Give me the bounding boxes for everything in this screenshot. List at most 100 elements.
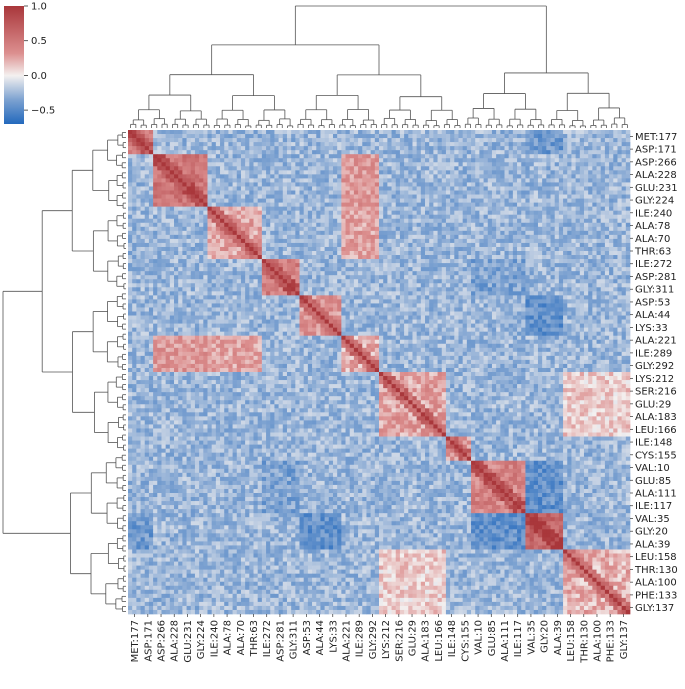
heatmap-cell — [316, 134, 321, 139]
heatmap-cell — [508, 138, 514, 143]
heatmap-cell — [245, 238, 250, 244]
heatmap-cell — [475, 202, 480, 207]
heatmap-cell — [132, 166, 137, 171]
heatmap-cell — [609, 186, 614, 191]
heatmap-cell — [404, 234, 409, 240]
heatmap-cell — [358, 194, 363, 199]
heatmap-cell — [508, 142, 514, 147]
heatmap-cell — [600, 267, 606, 272]
heatmap-cell — [253, 202, 259, 207]
heatmap-cell — [286, 150, 292, 155]
heatmap-cell — [324, 206, 330, 212]
heatmap-cell — [245, 142, 250, 147]
heatmap-cell — [270, 166, 275, 171]
heatmap-cell — [508, 170, 514, 175]
heatmap-cell — [408, 138, 413, 143]
heatmap-cell — [295, 138, 300, 143]
heatmap-cell — [249, 130, 254, 135]
heatmap-cell — [353, 275, 359, 280]
heatmap-cell — [625, 166, 631, 171]
heatmap-cell — [303, 210, 309, 216]
heatmap-cell — [349, 166, 355, 171]
heatmap-cell — [617, 186, 622, 191]
heatmap-cell — [186, 150, 192, 155]
heatmap-cell — [429, 214, 434, 220]
heatmap-cell — [579, 194, 585, 199]
heatmap-cell — [374, 158, 380, 163]
heatmap-cell — [567, 210, 572, 216]
heatmap-cell — [178, 218, 183, 224]
heatmap-cell — [165, 146, 171, 151]
heatmap-cell — [471, 210, 476, 216]
heatmap-cell — [144, 158, 150, 163]
heatmap-cell — [395, 255, 401, 260]
heatmap-cell — [240, 150, 246, 155]
heatmap-cell — [345, 259, 351, 264]
heatmap-cell — [132, 263, 137, 268]
heatmap-cell — [324, 210, 330, 216]
heatmap-cell — [224, 166, 229, 171]
heatmap-cell — [282, 271, 288, 276]
heatmap-cell — [554, 198, 560, 203]
heatmap-cell — [199, 246, 204, 252]
heatmap-cell — [542, 218, 547, 224]
heatmap-cell — [542, 150, 547, 155]
heatmap-cell — [412, 178, 417, 183]
heatmap-cell — [512, 267, 518, 272]
heatmap-cell — [358, 246, 363, 252]
heatmap-cell — [132, 218, 137, 224]
heatmap-cell — [433, 230, 438, 236]
heatmap-cell — [571, 190, 576, 195]
heatmap-cell — [563, 222, 568, 228]
heatmap-cell — [625, 162, 631, 167]
heatmap-cell — [613, 166, 618, 171]
heatmap-cell — [445, 178, 451, 183]
heatmap-cell — [542, 138, 547, 143]
heatmap-cell — [282, 198, 288, 203]
heatmap-cell — [299, 158, 305, 163]
heatmap-cell — [408, 134, 413, 139]
heatmap-cell — [395, 138, 401, 143]
heatmap-cell — [249, 210, 254, 216]
heatmap-cell — [425, 259, 430, 264]
heatmap-cell — [416, 242, 422, 248]
heatmap-cell — [270, 210, 275, 216]
heatmap-cell — [433, 170, 438, 175]
heatmap-cell — [220, 267, 225, 272]
heatmap-cell — [471, 166, 476, 171]
heatmap-cell — [625, 170, 631, 175]
heatmap-cell — [215, 263, 221, 268]
heatmap-cell — [379, 146, 384, 151]
heatmap-cell — [429, 234, 434, 240]
heatmap-cell — [471, 242, 476, 248]
heatmap-cell — [579, 218, 585, 224]
heatmap-cell — [383, 146, 388, 151]
heatmap-cell — [211, 202, 217, 207]
heatmap-cell — [399, 198, 405, 203]
heatmap-cell — [483, 202, 489, 207]
heatmap-cell — [466, 182, 472, 187]
heatmap-cell — [504, 162, 510, 167]
heatmap-cell — [332, 251, 338, 256]
heatmap-cell — [625, 202, 631, 207]
heatmap-cell — [307, 267, 313, 272]
heatmap-cell — [395, 275, 401, 280]
heatmap-cell — [483, 210, 489, 216]
heatmap-cell — [546, 134, 551, 139]
heatmap-cell — [312, 170, 317, 175]
heatmap-cell — [575, 271, 581, 276]
heatmap-cell — [383, 194, 388, 199]
heatmap-cell — [479, 154, 484, 159]
heatmap-cell — [412, 190, 417, 195]
heatmap-cell — [621, 198, 627, 203]
heatmap-cell — [533, 182, 539, 187]
heatmap-cell — [558, 138, 564, 143]
colorbar-tick-label: 0.0 — [31, 71, 47, 82]
heatmap-cell — [194, 263, 200, 268]
heatmap-cell — [533, 234, 539, 240]
heatmap-cell — [220, 178, 225, 183]
heatmap-cell — [592, 150, 597, 155]
heatmap-cell — [291, 242, 296, 248]
heatmap-cell — [583, 166, 589, 171]
heatmap-cell — [345, 154, 351, 159]
